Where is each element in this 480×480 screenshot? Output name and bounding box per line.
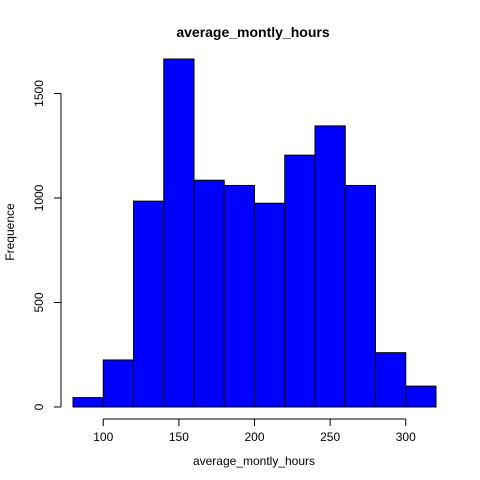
- x-tick-label: 300: [396, 430, 416, 444]
- histogram-bar-6: [254, 202, 286, 408]
- y-tick-label: 1000: [32, 184, 46, 211]
- histogram-bar-9: [344, 184, 376, 408]
- x-axis: 100 150 200 250 300: [93, 418, 416, 444]
- histogram-bar-0: [72, 397, 104, 408]
- y-tick-label: 500: [32, 292, 46, 312]
- y-axis-label: Frequence: [3, 203, 17, 261]
- x-tick-label: 100: [93, 430, 113, 444]
- bars-group: [72, 58, 437, 408]
- histogram-bar-4: [193, 179, 225, 408]
- chart-title: average_montly_hours: [176, 24, 329, 40]
- y-axis: 0 500 1000 1500: [32, 80, 62, 410]
- histogram-bar-8: [314, 125, 346, 408]
- y-tick-label: 0: [32, 403, 46, 410]
- histogram-bar-2: [133, 200, 165, 408]
- y-tick-label: 1500: [32, 80, 46, 107]
- histogram-bar-7: [284, 154, 316, 408]
- x-tick-label: 150: [169, 430, 189, 444]
- histogram-bar-10: [375, 352, 407, 408]
- histogram-bar-1: [102, 359, 134, 408]
- x-tick-label: 200: [244, 430, 264, 444]
- x-axis-label: average_montly_hours: [193, 454, 315, 468]
- histogram-bar-3: [163, 58, 195, 408]
- histogram-bar-11: [405, 385, 437, 408]
- histogram-bar-5: [223, 184, 255, 408]
- x-tick-label: 250: [320, 430, 340, 444]
